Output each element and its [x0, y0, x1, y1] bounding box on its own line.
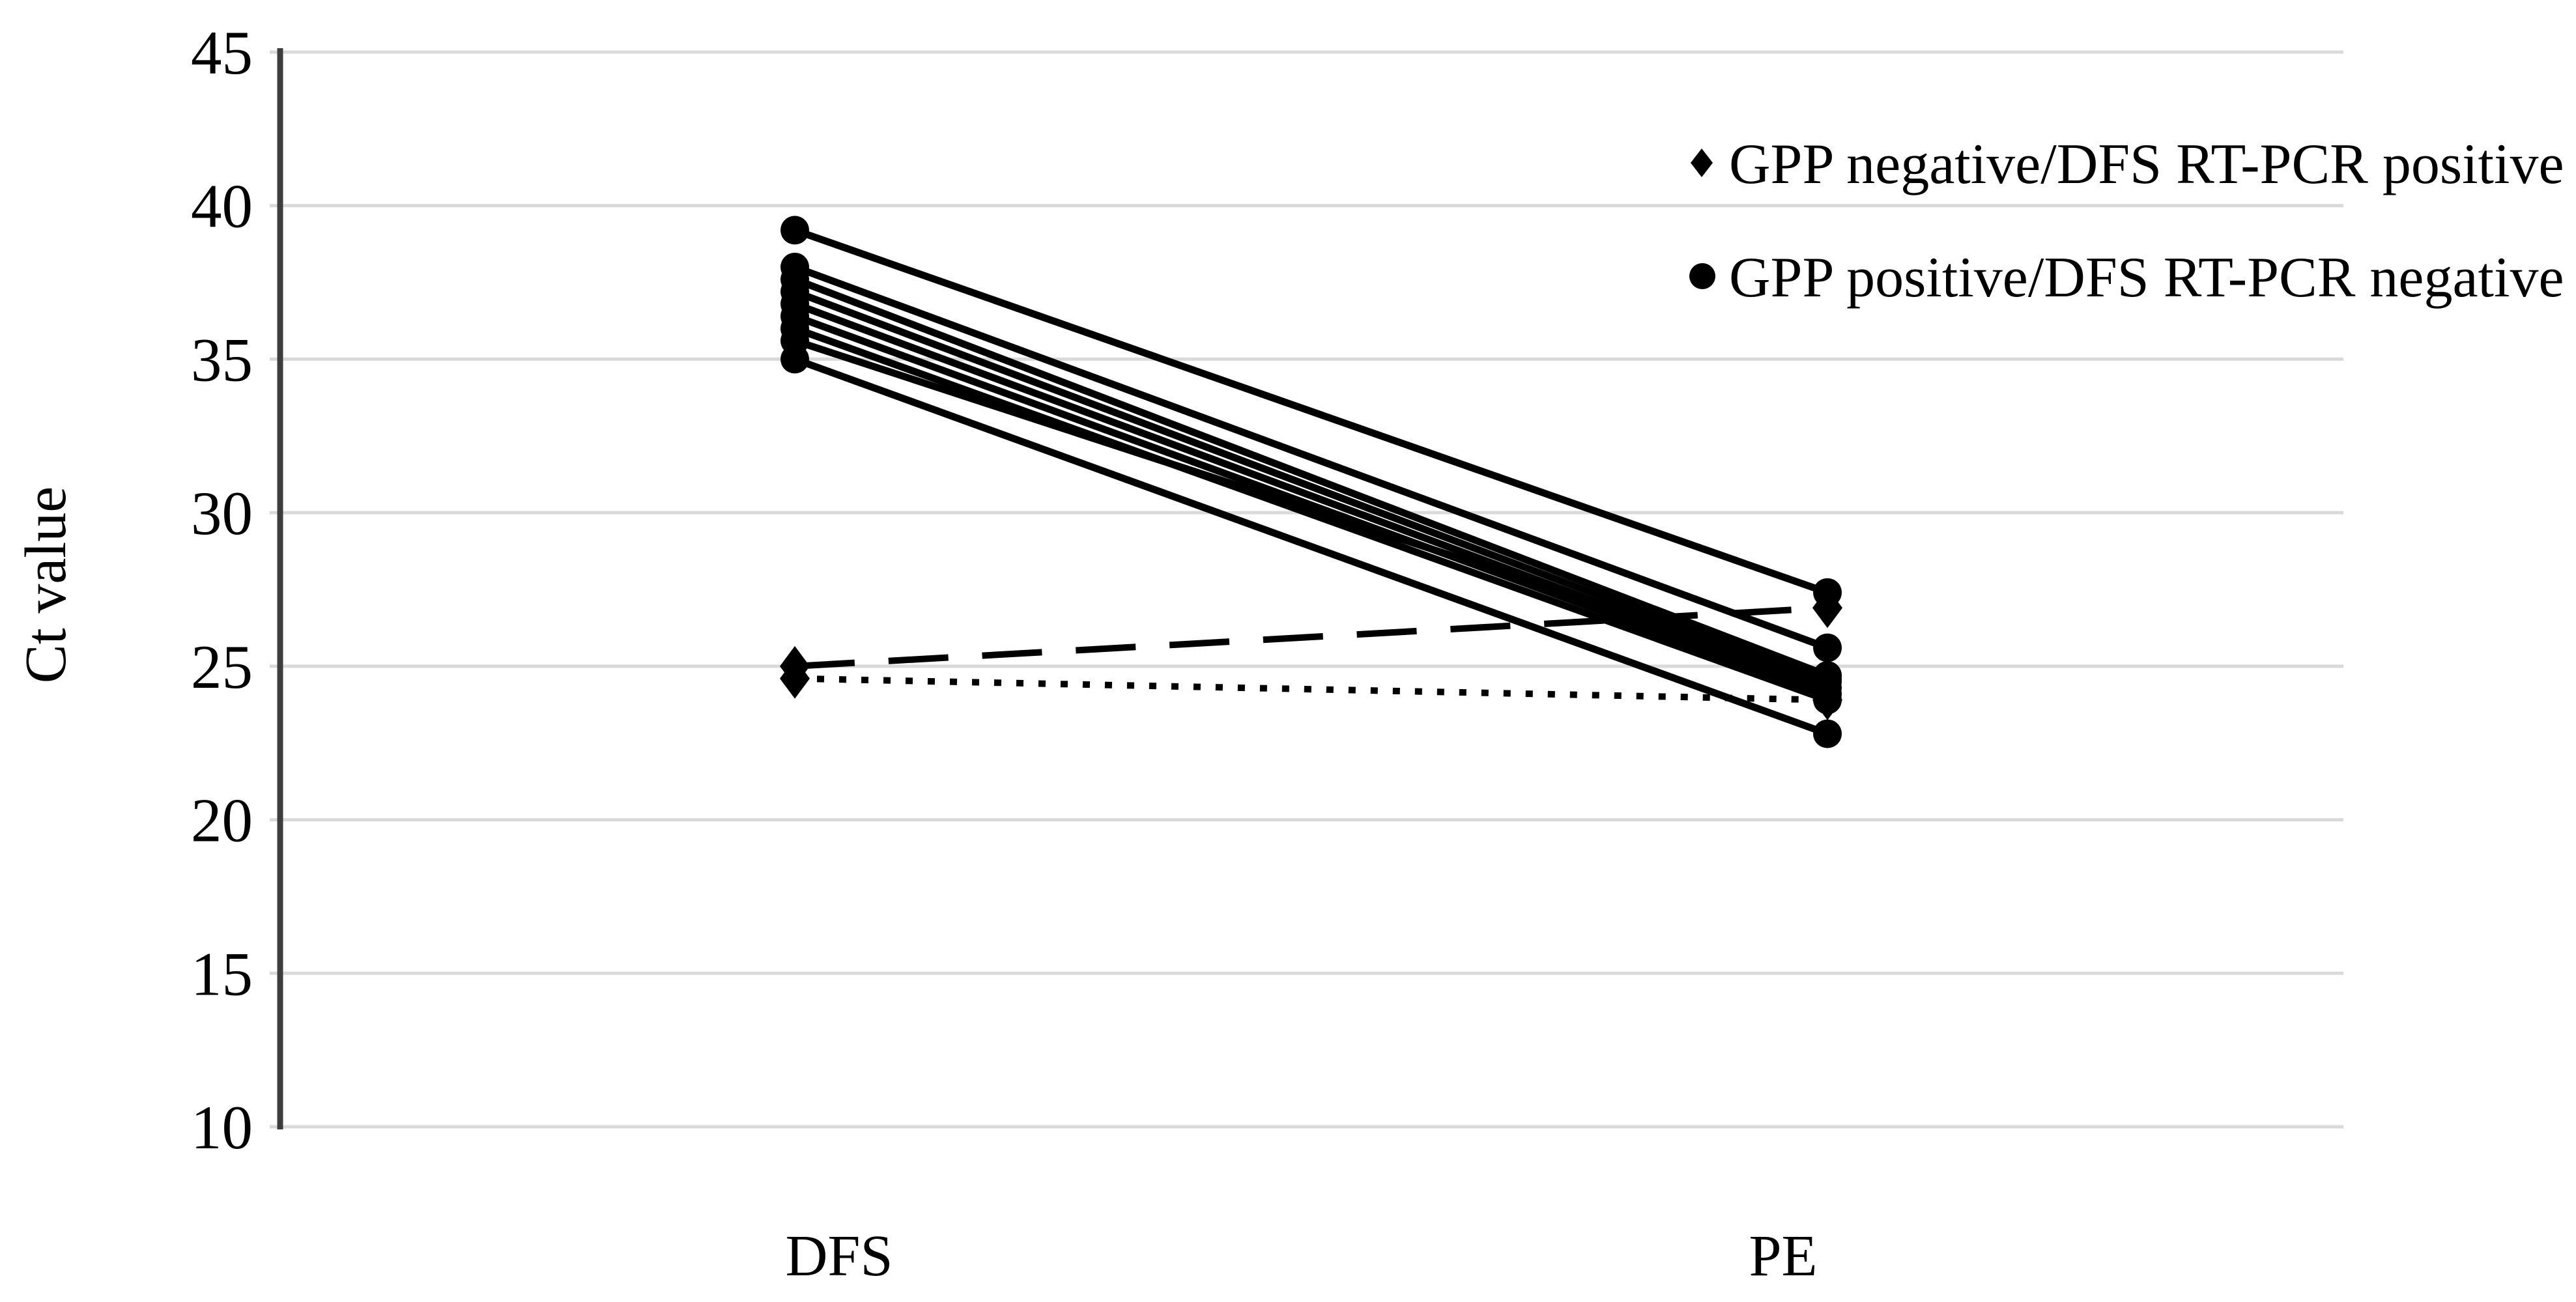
series-line-solid-line-4: [794, 288, 1829, 685]
legend-label-diamond: GPP negative/DFS RT-PCR positive: [1729, 133, 2564, 196]
data-point-diamond-dotted-line-pe: [1812, 679, 1842, 720]
data-point-circle-solid-line-9-dfs: [780, 345, 809, 374]
y-tick-label-25: 25: [191, 632, 253, 701]
y-tick-label-30: 30: [191, 479, 253, 548]
y-tick-label-10: 10: [191, 1093, 253, 1162]
x-category-label-pe: PE: [1749, 1224, 1817, 1288]
y-tick-label-15: 15: [191, 939, 253, 1008]
y-tick-label-35: 35: [191, 325, 253, 394]
series-line-solid-line-8: [794, 337, 1829, 682]
series-line-solid-line-3: [794, 276, 1829, 679]
data-point-circle-solid-line-1-dfs: [780, 216, 809, 245]
series-markers: [780, 216, 1842, 748]
data-point-circle-solid-line-2-pe: [1813, 633, 1842, 662]
legend-label-circle: GPP positive/DFS RT-PCR negative: [1729, 246, 2564, 309]
series-line-dashed-line: [794, 604, 1828, 670]
gridlines: [270, 50, 2343, 1129]
series-line-solid-line-9: [794, 356, 1829, 737]
legend: GPP negative/DFS RT-PCR positive GPP pos…: [1689, 133, 2564, 309]
series-line-solid-line-2: [794, 263, 1829, 651]
x-category-label-dfs: DFS: [785, 1224, 893, 1288]
y-axis-tick-labels: 45 40 35 30 25 20 15 10: [191, 18, 253, 1162]
legend-circle-icon: [1689, 263, 1715, 289]
series-line-dotted-line: [794, 675, 1828, 703]
y-tick-label-40: 40: [191, 172, 253, 241]
series-line-solid-line-7: [794, 325, 1829, 703]
series-line-solid-line-1: [794, 227, 1829, 596]
data-point-diamond-dashed-line-pe: [1812, 587, 1842, 629]
y-axis-title: Ct value: [14, 487, 78, 683]
series-line-solid-line-6: [794, 313, 1829, 698]
data-point-circle-solid-line-8-pe: [1813, 664, 1842, 693]
y-tick-label-45: 45: [191, 18, 253, 87]
series-lines: [794, 227, 1829, 737]
legend-diamond-icon: [1691, 149, 1713, 177]
y-tick-label-20: 20: [191, 786, 253, 855]
data-point-diamond-dotted-line-dfs: [780, 658, 810, 699]
x-category-labels: DFS PE: [785, 1224, 1817, 1288]
data-point-circle-solid-line-9-pe: [1813, 719, 1842, 748]
